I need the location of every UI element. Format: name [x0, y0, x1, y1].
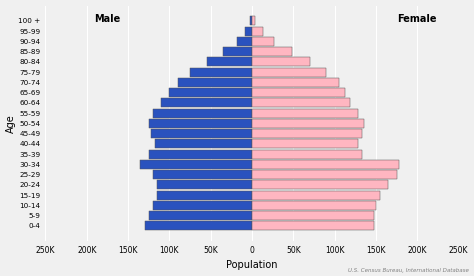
Bar	[252, 160, 399, 169]
Text: Male: Male	[94, 14, 120, 23]
Bar	[153, 108, 252, 118]
Bar	[149, 119, 252, 128]
Bar	[252, 190, 380, 200]
Bar	[252, 78, 339, 87]
Bar	[252, 139, 358, 148]
Bar	[145, 221, 252, 230]
Bar	[157, 180, 252, 189]
Bar	[246, 26, 252, 36]
Bar	[237, 37, 252, 46]
Bar	[149, 211, 252, 220]
Bar	[153, 170, 252, 179]
X-axis label: Population: Population	[226, 261, 278, 270]
Bar	[157, 190, 252, 200]
Bar	[140, 160, 252, 169]
Bar	[252, 57, 310, 66]
Bar	[252, 211, 374, 220]
Bar	[223, 47, 252, 56]
Bar	[252, 37, 274, 46]
Bar	[161, 98, 252, 107]
Y-axis label: Age: Age	[6, 114, 16, 133]
Bar	[207, 57, 252, 66]
Bar	[178, 78, 252, 87]
Bar	[252, 98, 350, 107]
Bar	[149, 150, 252, 158]
Bar	[151, 129, 252, 138]
Bar	[252, 180, 388, 189]
Bar	[252, 170, 397, 179]
Bar	[252, 221, 374, 230]
Bar	[252, 26, 263, 36]
Bar	[250, 16, 252, 25]
Bar	[252, 88, 345, 97]
Bar	[252, 150, 362, 158]
Bar	[252, 129, 362, 138]
Bar	[190, 68, 252, 76]
Bar	[252, 201, 376, 210]
Text: Female: Female	[398, 14, 437, 23]
Bar	[252, 68, 327, 76]
Text: U.S. Census Bureau, International Database: U.S. Census Bureau, International Databa…	[348, 268, 469, 273]
Bar	[155, 139, 252, 148]
Bar	[252, 47, 292, 56]
Bar	[169, 88, 252, 97]
Bar	[252, 119, 364, 128]
Bar	[252, 16, 255, 25]
Bar	[153, 201, 252, 210]
Bar	[252, 108, 358, 118]
